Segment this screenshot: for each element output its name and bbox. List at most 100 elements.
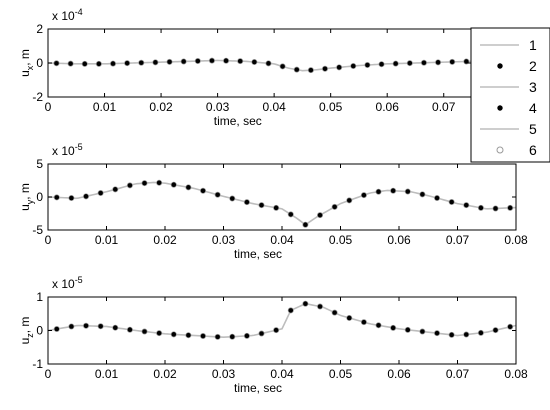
y-tick-label: -2	[32, 90, 43, 104]
data-point	[223, 58, 229, 63]
data-point-open	[375, 322, 382, 329]
y-axis-label: uy, m	[18, 183, 35, 211]
data-point	[127, 183, 133, 188]
y-tick-label: -5	[32, 223, 43, 237]
data-point	[421, 60, 427, 66]
data-point-open	[97, 323, 104, 330]
data-point-open	[265, 60, 272, 67]
y-tick-label: 0	[36, 56, 43, 70]
data-point-open	[251, 59, 258, 66]
data-point-open	[200, 333, 207, 340]
data-point-open	[448, 331, 455, 338]
x-tick-label: 0.07	[446, 233, 470, 247]
data-point	[435, 60, 441, 65]
data-point-open	[68, 195, 75, 202]
axes-frame	[47, 163, 517, 231]
x-tick-label: 0.04	[270, 367, 294, 381]
data-point	[350, 63, 356, 69]
legend-entry: 5	[480, 121, 537, 137]
data-point-open	[141, 328, 148, 335]
data-point-open	[463, 331, 470, 338]
data-point	[420, 329, 425, 334]
x-tick-label: 0.05	[319, 100, 343, 114]
data-point-open	[68, 323, 75, 330]
data-point-open	[97, 190, 104, 197]
axis-scale-label: x 10-5	[52, 275, 83, 291]
data-point	[346, 315, 352, 321]
data-point-open	[420, 59, 427, 66]
x-tick-label: 0.03	[212, 233, 236, 247]
x-tick-label: 0.01	[95, 233, 119, 247]
data-point	[478, 330, 484, 336]
data-point-open	[237, 58, 244, 65]
x-tick-label: 0.03	[206, 100, 230, 114]
y-tick-label: 0	[36, 190, 43, 204]
series-line	[47, 59, 473, 72]
data-point-open	[229, 195, 236, 202]
data-point-open	[336, 64, 343, 71]
legend-circle-swatch	[496, 146, 504, 154]
x-tick-label: 0.02	[153, 233, 177, 247]
data-point	[336, 65, 342, 70]
data-point	[252, 59, 257, 65]
data-point-open	[229, 333, 236, 340]
data-point	[186, 332, 191, 338]
data-point	[390, 188, 396, 194]
legend: 1 2 3 4 5 6	[470, 27, 550, 163]
data-point	[434, 195, 440, 201]
y-tick-label: -1	[32, 357, 43, 371]
data-point-open	[435, 59, 442, 66]
data-point	[266, 61, 271, 66]
data-point-open	[124, 60, 131, 67]
data-point-open	[279, 63, 286, 70]
data-point-open	[166, 58, 173, 65]
data-point	[124, 60, 130, 66]
data-point-open	[53, 60, 60, 67]
data-point-open	[477, 329, 484, 336]
data-point-open	[214, 333, 221, 340]
data-point	[69, 195, 74, 201]
data-point	[215, 334, 220, 340]
data-point-open	[449, 58, 456, 65]
data-point	[280, 64, 285, 69]
x-axis-label: time, sec	[214, 114, 262, 128]
data-point	[361, 192, 367, 198]
data-point-open	[180, 58, 187, 65]
data-point-open	[390, 187, 397, 194]
data-point	[322, 66, 328, 72]
data-point	[153, 60, 158, 65]
data-point-open	[448, 199, 455, 206]
legend-dot-swatch	[497, 105, 503, 111]
data-point-open	[404, 326, 411, 333]
data-point	[478, 205, 484, 211]
x-tick-label: 0.02	[149, 100, 173, 114]
data-point-open	[273, 327, 280, 334]
x-tick-label: 0.05	[329, 367, 353, 381]
data-point	[507, 205, 513, 211]
data-point-open	[392, 60, 399, 67]
data-point	[98, 323, 103, 329]
data-point	[259, 331, 264, 336]
data-point	[507, 324, 513, 330]
data-point-open	[170, 331, 177, 338]
x-tick-label: 0.06	[376, 100, 400, 114]
data-point	[449, 332, 454, 338]
data-point-open	[360, 319, 367, 326]
data-point-open	[406, 60, 413, 67]
axis-scale-label: x 10-5	[52, 142, 83, 158]
data-point-open	[293, 66, 300, 73]
data-point	[54, 60, 59, 66]
data-point-open	[185, 184, 192, 191]
x-tick-label: 0	[45, 367, 52, 381]
data-point	[244, 333, 250, 339]
data-point	[83, 323, 89, 329]
data-point	[181, 59, 186, 64]
data-point-open	[126, 326, 133, 333]
data-point-open	[364, 62, 371, 69]
legend-box	[470, 27, 550, 163]
data-point	[83, 194, 89, 199]
series-line	[47, 302, 517, 339]
data-point-open	[53, 325, 60, 332]
x-tick-label: 0.03	[212, 367, 236, 381]
